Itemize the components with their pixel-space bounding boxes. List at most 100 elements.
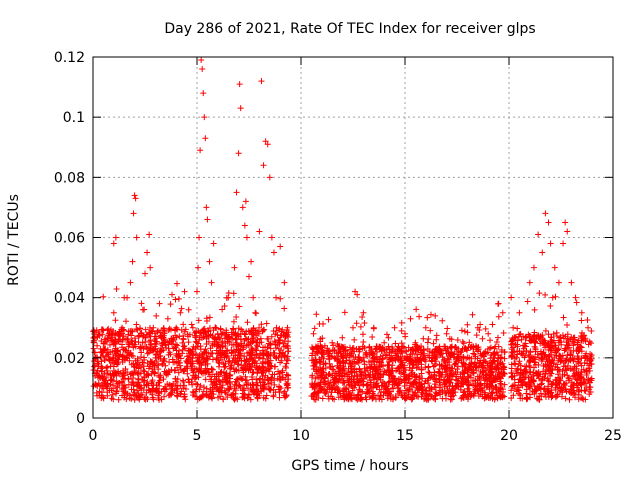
data-point xyxy=(271,353,278,360)
data-point xyxy=(408,396,415,403)
data-point xyxy=(234,358,241,365)
data-point xyxy=(325,371,332,378)
data-point xyxy=(551,264,558,271)
data-point xyxy=(275,354,282,361)
data-point xyxy=(96,332,103,339)
data-point xyxy=(418,370,425,377)
data-point xyxy=(110,240,117,247)
data-point xyxy=(540,386,547,393)
data-point xyxy=(457,386,464,393)
data-point xyxy=(268,234,275,241)
data-point xyxy=(209,356,216,363)
data-point xyxy=(322,360,329,367)
data-point xyxy=(133,234,140,241)
data-point xyxy=(412,346,419,353)
x-tick-label: 10 xyxy=(292,428,310,444)
data-point xyxy=(578,362,585,369)
data-point xyxy=(315,394,322,401)
data-point xyxy=(526,383,533,390)
data-point xyxy=(562,357,569,364)
data-point xyxy=(174,376,181,383)
data-point xyxy=(101,369,108,376)
data-point xyxy=(267,386,274,393)
data-point xyxy=(566,396,573,403)
data-point xyxy=(378,396,385,403)
data-point xyxy=(135,382,142,389)
data-point xyxy=(402,379,409,386)
data-point xyxy=(511,355,518,362)
data-point xyxy=(565,374,572,381)
data-point xyxy=(146,387,153,394)
data-point xyxy=(236,81,243,88)
data-point xyxy=(444,377,451,384)
data-point xyxy=(226,378,233,385)
data-point xyxy=(528,337,535,344)
data-point xyxy=(386,349,393,356)
data-point xyxy=(235,333,242,340)
data-point xyxy=(474,347,481,354)
data-point xyxy=(206,314,213,321)
data-point xyxy=(225,386,232,393)
data-point xyxy=(555,378,562,385)
data-point xyxy=(557,358,564,365)
data-point xyxy=(565,337,572,344)
data-point xyxy=(393,394,400,401)
data-point xyxy=(387,395,394,402)
data-point xyxy=(370,393,377,400)
data-point xyxy=(131,335,138,342)
data-point xyxy=(336,358,343,365)
data-point xyxy=(420,335,427,342)
data-point xyxy=(405,375,412,382)
data-point xyxy=(115,396,122,403)
data-point xyxy=(166,338,173,345)
data-point xyxy=(180,336,187,343)
data-point xyxy=(203,385,210,392)
data-point xyxy=(264,335,271,342)
data-point xyxy=(476,375,483,382)
data-point xyxy=(351,365,358,372)
data-point xyxy=(542,291,549,298)
y-tick-label: 0.04 xyxy=(54,291,85,307)
data-point xyxy=(265,376,272,383)
data-point xyxy=(98,326,105,333)
data-point xyxy=(282,363,289,370)
data-point xyxy=(523,386,530,393)
data-point xyxy=(258,321,265,328)
data-point xyxy=(460,394,467,401)
axis-layer: 0 0.02 0.04 0.06 0.08 0.1 0.12 0 5 10 15 20 25 xyxy=(54,50,622,444)
data-point xyxy=(238,375,245,382)
data-point xyxy=(255,355,262,362)
data-point xyxy=(442,390,449,397)
y-tick-label: 0.06 xyxy=(54,231,85,247)
data-point xyxy=(94,374,101,381)
data-point xyxy=(369,352,376,359)
data-point xyxy=(370,325,377,332)
data-point xyxy=(223,332,230,339)
data-point xyxy=(156,377,163,384)
data-point xyxy=(512,361,519,368)
data-point xyxy=(283,332,290,339)
data-point xyxy=(122,366,129,373)
data-point xyxy=(523,369,530,376)
data-point xyxy=(554,391,561,398)
data-point xyxy=(109,391,116,398)
data-point xyxy=(556,352,563,359)
data-point xyxy=(260,394,267,401)
data-point xyxy=(223,294,230,301)
data-point xyxy=(249,369,256,376)
data-point xyxy=(535,332,542,339)
data-point xyxy=(141,343,148,350)
data-point xyxy=(425,396,432,403)
data-point xyxy=(441,358,448,365)
data-point xyxy=(443,330,450,337)
data-point xyxy=(439,317,446,324)
data-point xyxy=(346,357,353,364)
data-point xyxy=(141,368,148,375)
data-point xyxy=(177,309,184,316)
data-point xyxy=(425,336,432,343)
data-point xyxy=(416,313,423,320)
data-point xyxy=(528,373,535,380)
data-point xyxy=(142,270,148,277)
data-point xyxy=(564,352,571,359)
data-point xyxy=(231,368,238,375)
